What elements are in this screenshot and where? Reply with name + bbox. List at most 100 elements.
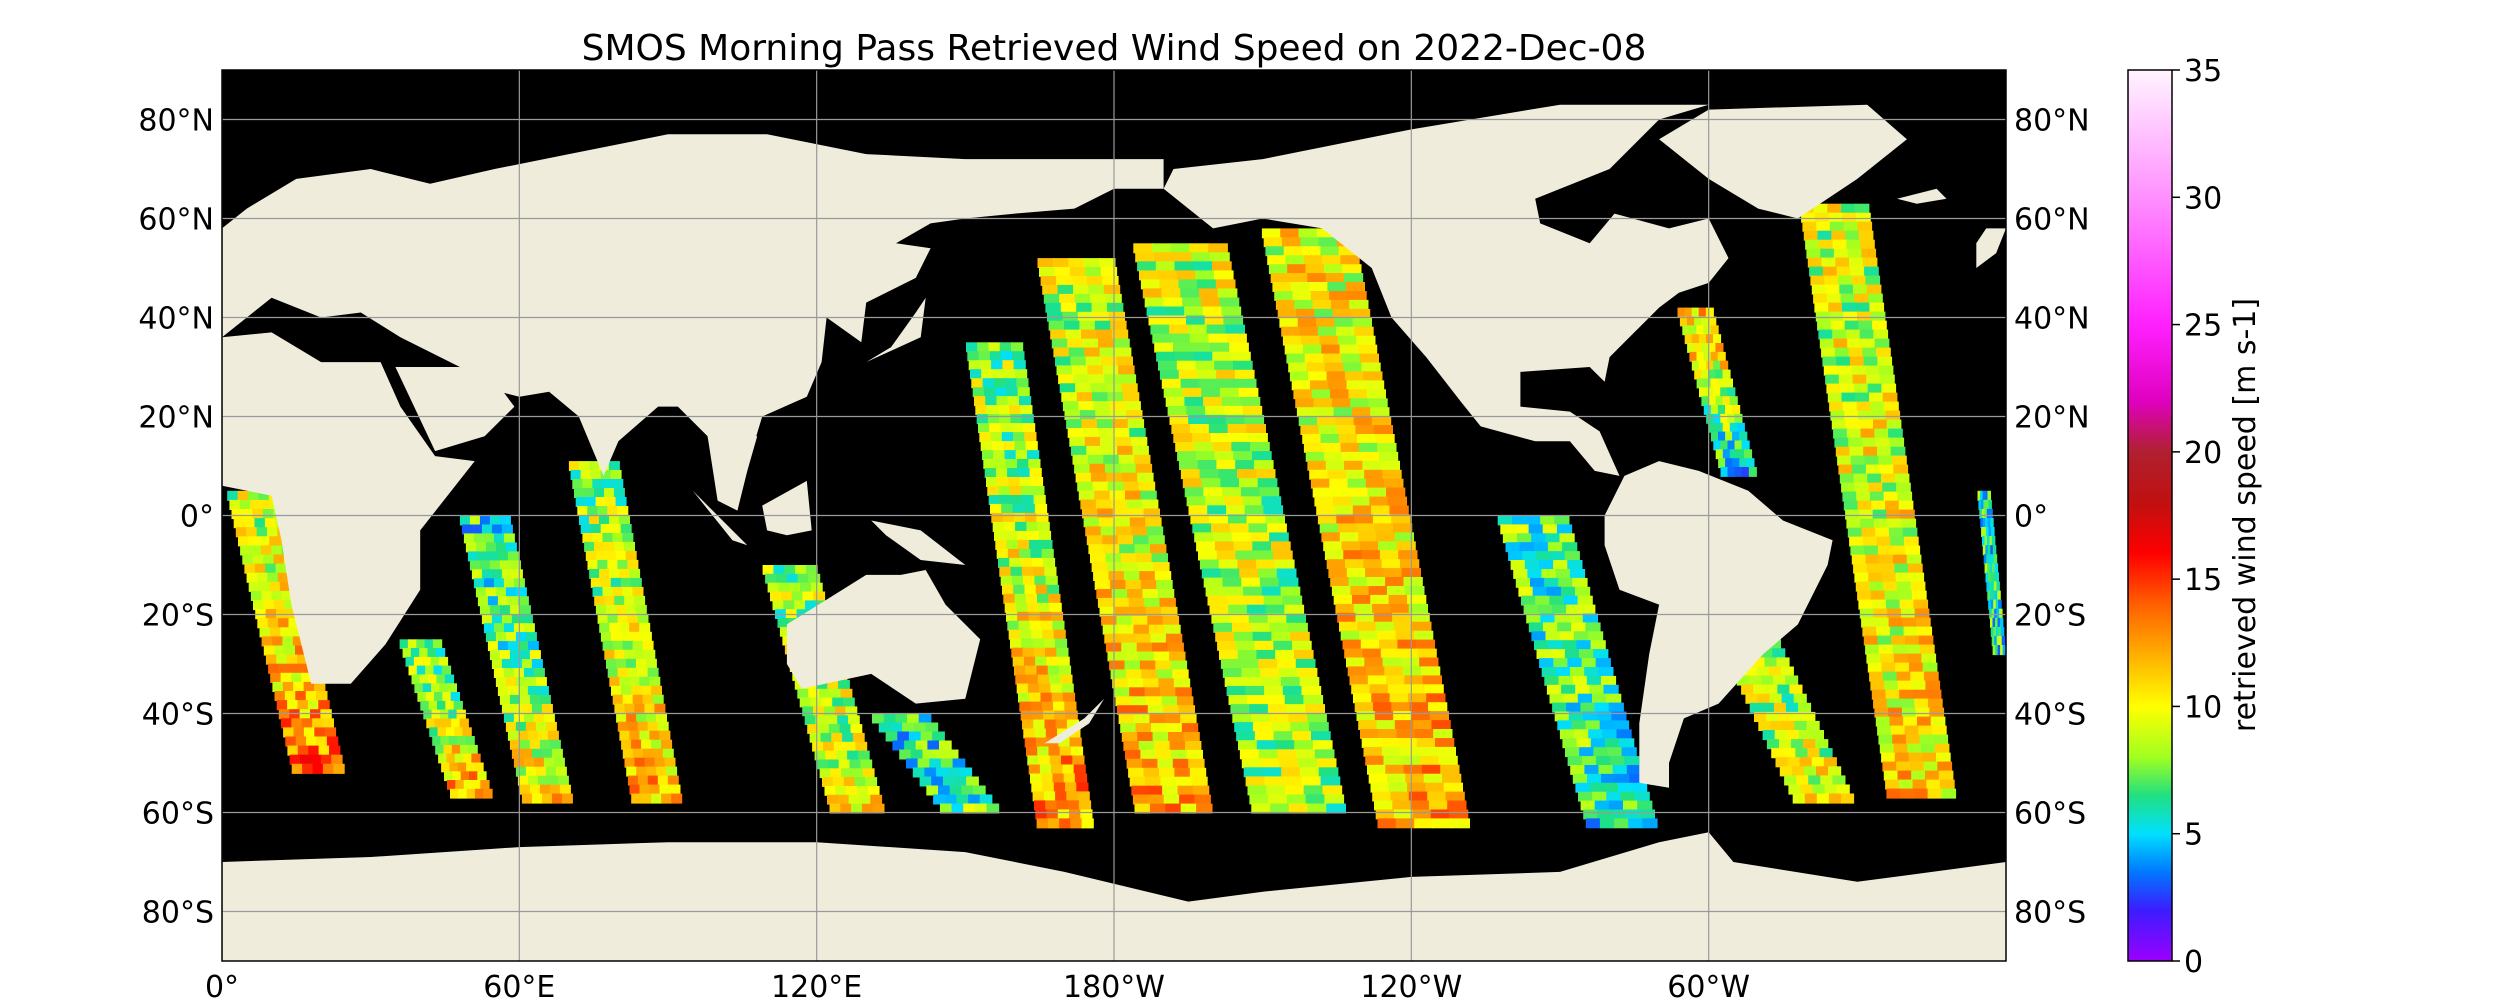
swath-cell (1206, 414, 1227, 425)
swath-cell (479, 560, 491, 571)
swath-cell (1727, 440, 1736, 451)
swath-cell (1368, 398, 1388, 409)
swath-cell (627, 775, 639, 786)
swath-cell (1713, 360, 1722, 371)
swath-cell (1903, 626, 1919, 637)
swath-cell (1324, 550, 1345, 561)
y-tick-label-right: 20°S (2014, 599, 2086, 634)
swath-cell (829, 688, 842, 699)
swath-cell (1866, 284, 1882, 295)
swath-cell (515, 587, 527, 598)
swath-cell (1213, 622, 1233, 633)
swath-cell (441, 762, 451, 773)
swath-cell (1017, 611, 1030, 622)
swath-cell (1071, 276, 1088, 286)
swath-cell (1537, 604, 1553, 615)
swath-cell (634, 703, 646, 714)
swath-cell (1073, 284, 1090, 295)
swath-cell (1752, 657, 1766, 668)
swath-cell (1109, 401, 1126, 412)
swath-cell (1846, 239, 1861, 250)
swath-cell (644, 649, 656, 660)
swath-cell (786, 573, 799, 584)
swath-cell (1176, 270, 1197, 281)
swath-cell (1828, 793, 1842, 804)
swath-cell (1722, 369, 1731, 380)
swath-cell (448, 709, 458, 720)
swath-cell (818, 724, 830, 734)
swath-cell (1440, 764, 1460, 775)
swath-cell (1531, 533, 1547, 544)
swath-cell (1317, 326, 1338, 337)
swath-cell (1614, 818, 1630, 829)
swath-cell (821, 697, 834, 708)
swath-cell (1195, 360, 1216, 371)
swath-cell (827, 794, 839, 805)
swath-cell (1222, 487, 1242, 498)
swath-cell (1833, 248, 1849, 259)
swath-cell (1894, 473, 1910, 484)
swath-cell (1134, 714, 1151, 724)
swath-cell (1173, 433, 1193, 443)
swath-cell (1841, 392, 1857, 403)
swath-cell (505, 587, 517, 598)
y-tick-label-right: 20°N (2014, 401, 2090, 436)
swath-cell (1374, 800, 1394, 811)
swath-cell (642, 694, 654, 705)
swath-cell (1247, 695, 1267, 705)
swath-cell (1541, 569, 1557, 579)
swath-cell (481, 614, 493, 625)
swath-cell (1741, 684, 1755, 695)
swath-cell (444, 771, 454, 782)
swath-cell (1128, 508, 1145, 519)
swath-cell (651, 685, 662, 696)
swath-cell (227, 490, 239, 501)
swath-cell (265, 654, 278, 665)
swath-cell (1366, 577, 1387, 587)
swath-cell (980, 441, 993, 452)
swath-cell (922, 749, 936, 760)
swath-cell (1113, 597, 1130, 608)
swath-cell (635, 604, 647, 615)
swath-cell (1831, 230, 1846, 241)
swath-cell (1377, 442, 1397, 453)
swath-cell (1848, 347, 1864, 358)
swath-cell (1028, 764, 1041, 775)
swath-cell (1177, 785, 1194, 796)
swath-cell (1270, 803, 1290, 814)
swath-cell (1256, 649, 1277, 660)
swath-cell (610, 577, 622, 588)
swath-cell (897, 731, 910, 742)
swath-cell (422, 656, 432, 667)
swath-cell (1613, 720, 1630, 731)
swath-cell (495, 677, 507, 687)
swath-cell (1720, 467, 1729, 477)
swath-cell (1366, 389, 1386, 400)
swath-cell (1407, 782, 1427, 793)
swath-cell (1129, 687, 1146, 698)
swath-cell (439, 683, 449, 694)
swath-cell (1230, 613, 1250, 624)
swath-cell (604, 488, 615, 498)
swath-cell (1511, 515, 1528, 526)
swath-cell (570, 470, 582, 480)
swath-cell (1282, 237, 1302, 248)
swath-cell (661, 739, 673, 750)
swath-cell (1997, 645, 2002, 656)
gridlines (222, 70, 2006, 961)
swath-cell (1342, 264, 1362, 275)
swath-cell (1611, 809, 1627, 820)
swath-cell (1163, 297, 1184, 308)
swath-cell (1433, 729, 1453, 739)
swath-cell (1902, 527, 1918, 538)
swath-cell (1188, 758, 1205, 769)
swath-cell (1894, 563, 1909, 574)
swath-cell (1074, 773, 1088, 784)
swath-cell (1835, 446, 1851, 457)
swath-cell (1390, 791, 1410, 802)
swath-cell (329, 745, 341, 756)
swath-cell (525, 632, 537, 643)
swath-cell (1221, 396, 1242, 407)
swath-cell (533, 668, 545, 678)
swath-cell (1139, 270, 1159, 281)
